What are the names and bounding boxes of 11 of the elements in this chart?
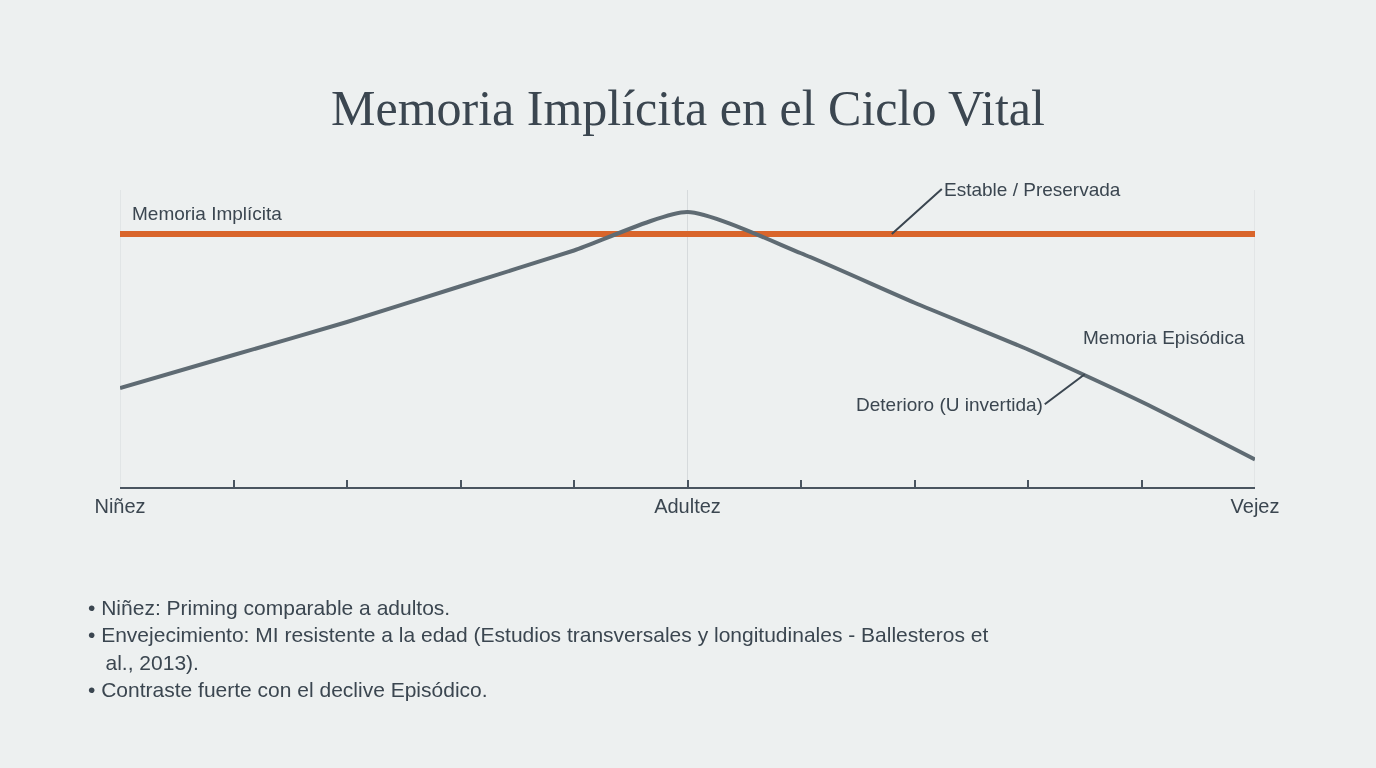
series-label: Memoria Implícita [132,203,283,224]
text: • Contraste fuerte con el declive Episódico. [88,677,488,701]
x-tick-label: Niñez [94,495,146,517]
x-tick-label: Adultez [654,495,721,517]
x-tick-label: Vejez [1230,495,1280,517]
text: • Envejecimiento: MI resistente a la edad (Estudios transversales y longitudinales - Ballesteros et al., 2013). [88,623,989,674]
annotation: Deterioro (U invertida) [856,394,1043,415]
text: Estable / Preservada [944,179,1121,200]
series-label: Memoria Episódica [1083,327,1245,348]
text: • Niñez: Priming comparable a adultos. [88,596,451,619]
chart-title: Memoria Implícita en el Ciclo Vital [331,80,1045,137]
